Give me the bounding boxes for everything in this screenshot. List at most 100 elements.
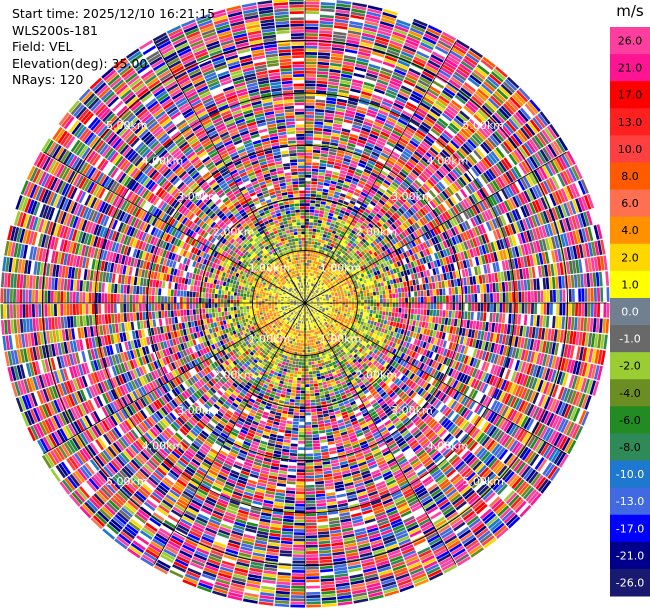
velocity-cell [310, 273, 313, 277]
velocity-cell [370, 228, 376, 234]
velocity-cell [419, 315, 424, 322]
velocity-cell [401, 48, 415, 56]
velocity-cell [420, 303, 424, 309]
velocity-cell [348, 305, 352, 308]
velocity-cell [342, 161, 350, 166]
velocity-cell [373, 257, 378, 262]
velocity-cell [515, 291, 519, 303]
velocity-cell [349, 256, 354, 261]
velocity-cell [386, 303, 390, 307]
velocity-cell [414, 308, 418, 315]
velocity-cell [307, 272, 310, 276]
velocity-cell [347, 293, 351, 296]
velocity-cell [489, 181, 498, 193]
velocity-cell [313, 146, 321, 150]
velocity-cell [378, 109, 389, 117]
velocity-cell [378, 210, 385, 217]
velocity-cell [328, 389, 334, 394]
velocity-cell [429, 316, 433, 323]
velocity-cell [363, 219, 370, 225]
velocity-cell [410, 156, 419, 164]
velocity-cell [348, 295, 351, 299]
velocity-cell [306, 285, 308, 288]
velocity-cell [378, 327, 382, 332]
velocity-cell [370, 295, 374, 300]
velocity-cell [342, 305, 345, 307]
velocity-cell [464, 55, 478, 66]
velocity-cell [375, 178, 383, 185]
velocity-cell [409, 140, 419, 148]
velocity-cell [344, 222, 350, 227]
velocity-cell [504, 369, 511, 380]
velocity-cell [478, 160, 488, 172]
velocity-cell [305, 297, 307, 301]
velocity-cell [495, 66, 508, 78]
velocity-cell [373, 279, 377, 285]
velocity-cell [371, 209, 378, 215]
velocity-cell [381, 128, 392, 135]
velocity-cell [527, 121, 538, 134]
velocity-cell [309, 209, 315, 213]
velocity-cell [305, 45, 318, 49]
velocity-cell [319, 166, 326, 170]
velocity-cell [454, 42, 469, 52]
velocity-cell [348, 224, 354, 230]
velocity-cell [429, 163, 438, 172]
velocity-cell [376, 279, 380, 284]
velocity-cell [409, 216, 416, 224]
velocity-cell [321, 223, 326, 228]
velocity-cell [316, 229, 321, 233]
velocity-cell [416, 237, 422, 245]
velocity-cell [336, 275, 340, 280]
velocity-cell [333, 244, 338, 249]
velocity-cell [440, 66, 453, 76]
velocity-cell [346, 263, 351, 268]
velocity-cell [391, 151, 400, 158]
velocity-cell [315, 251, 319, 255]
velocity-cell [377, 236, 383, 242]
velocity-cell [323, 128, 332, 133]
velocity-cell [476, 190, 484, 201]
velocity-cell [431, 174, 440, 183]
velocity-cell [443, 130, 454, 139]
velocity-cell [343, 225, 349, 230]
velocity-cell [533, 278, 537, 290]
velocity-cell [404, 308, 408, 314]
velocity-cell [430, 54, 444, 63]
velocity-cell [344, 154, 352, 160]
velocity-cell [311, 294, 314, 297]
velocity-cell [463, 172, 472, 183]
velocity-cell [404, 129, 414, 137]
velocity-cell [333, 272, 337, 276]
velocity-cell [413, 238, 419, 246]
velocity-cell [417, 79, 430, 88]
velocity-cell [326, 221, 331, 226]
velocity-cell [344, 311, 348, 314]
velocity-cell [307, 299, 310, 302]
velocity-cell [464, 123, 476, 134]
velocity-cell [354, 66, 367, 72]
velocity-cell [309, 297, 312, 300]
velocity-cell [353, 72, 365, 79]
velocity-cell [385, 311, 389, 316]
velocity-cell [327, 87, 338, 92]
velocity-cell [325, 173, 332, 178]
velocity-cell [376, 306, 380, 311]
velocity-cell [324, 251, 328, 255]
velocity-cell [307, 278, 309, 282]
velocity-cell [326, 164, 334, 168]
velocity-cell [337, 179, 345, 184]
velocity-cell [329, 72, 341, 77]
velocity-cell [358, 235, 364, 240]
velocity-cell [328, 190, 335, 194]
velocity-cell [448, 79, 461, 89]
velocity-cell [319, 20, 334, 25]
velocity-cell [436, 120, 447, 129]
velocity-cell [404, 313, 408, 319]
velocity-cell [382, 290, 386, 295]
velocity-cell [382, 223, 389, 230]
velocity-cell [489, 312, 493, 322]
velocity-cell [366, 225, 372, 231]
velocity-cell [376, 303, 380, 307]
velocity-cell [534, 303, 538, 315]
